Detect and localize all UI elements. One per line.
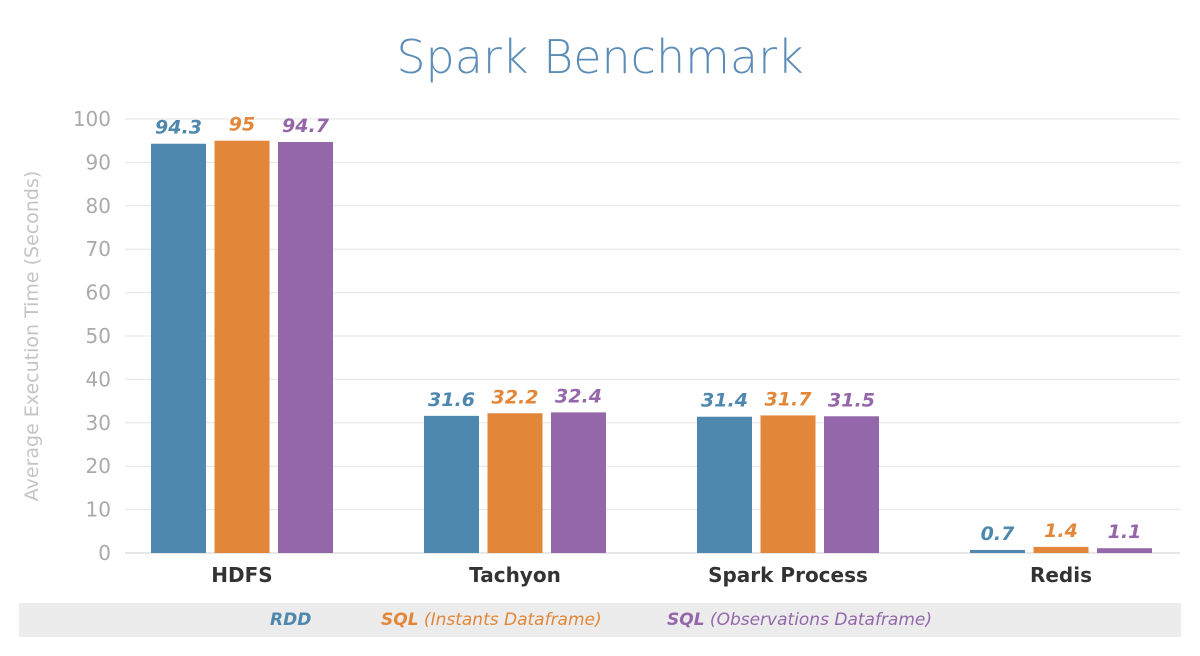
bar (1033, 546, 1089, 553)
data-label: 32.4 (555, 385, 602, 407)
bar (760, 415, 816, 553)
legend-label-rest: (Observations Dataframe) (704, 610, 932, 630)
data-label: 94.3 (155, 117, 202, 139)
bars (151, 140, 1152, 553)
data-label: 1.1 (1108, 521, 1142, 543)
data-label: 94.7 (282, 115, 330, 137)
x-axis-categories: HDFS Tachyon Spark Process Redis (211, 563, 1092, 587)
data-labels: 94.3 95 94.7 31.6 32.2 32.4 31.4 31.7 31.5 0.7 1.4… (155, 114, 1141, 545)
legend-item-rdd: RDD (270, 603, 311, 637)
legend: RDD SQL (Instants Dataframe) SQL (Observ… (19, 603, 1181, 637)
data-label: 31.7 (765, 388, 813, 410)
y-tick-label: 70 (86, 237, 111, 261)
y-tick-label: 50 (86, 324, 111, 348)
y-tick-label: 60 (86, 281, 111, 305)
y-tick-label: 10 (86, 498, 111, 522)
legend-item-sql-observations: SQL (Observations Dataframe) (667, 603, 932, 637)
x-category-label: Redis (1030, 563, 1092, 587)
y-tick-label: 20 (86, 454, 111, 478)
legend-label-rest: (Instants Dataframe) (418, 610, 602, 630)
bar (278, 142, 333, 553)
x-category-label: Tachyon (469, 563, 561, 587)
data-label: 95 (229, 114, 255, 136)
bar (214, 140, 270, 553)
bar (551, 412, 606, 553)
bar (697, 416, 752, 553)
x-category-label: Spark Process (708, 563, 868, 587)
y-tick-label: 90 (86, 150, 111, 174)
bar (424, 415, 479, 553)
y-tick-label: 80 (86, 194, 111, 218)
bar (1097, 548, 1152, 553)
y-axis-label: Average Execution Time (Seconds) (21, 171, 43, 502)
x-category-label: HDFS (211, 563, 272, 587)
legend-label-bold: RDD (270, 610, 312, 630)
legend-label-bold: SQL (381, 610, 419, 630)
bar (487, 413, 543, 553)
y-tick-label: 0 (98, 541, 111, 565)
y-tick-label: 100 (73, 107, 111, 131)
chart-title: Spark Benchmark (396, 30, 803, 84)
data-label: 1.4 (1044, 520, 1078, 542)
data-label: 0.7 (981, 523, 1015, 545)
bar (824, 416, 879, 553)
data-label: 32.2 (492, 386, 539, 408)
bar (151, 143, 206, 553)
data-label: 31.4 (701, 390, 748, 412)
data-label: 31.6 (428, 389, 475, 411)
legend-item-sql-instants: SQL (Instants Dataframe) (381, 603, 602, 637)
legend-label-bold: SQL (667, 610, 705, 630)
y-tick-label: 30 (86, 411, 111, 435)
bar (970, 549, 1025, 553)
y-axis-ticks: 0 10 20 30 40 50 60 70 80 90 100 (73, 107, 111, 565)
data-label: 31.5 (828, 389, 875, 411)
y-tick-label: 40 (86, 367, 111, 391)
